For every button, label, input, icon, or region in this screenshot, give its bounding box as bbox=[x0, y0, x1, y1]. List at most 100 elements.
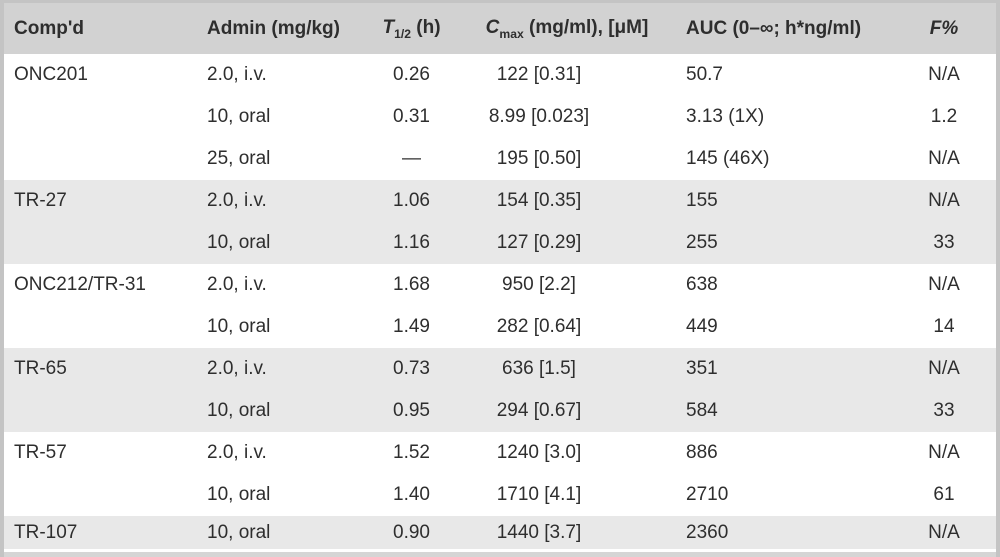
cell-admin: 2.0, i.v. bbox=[207, 358, 267, 379]
cell-cmax: 154 [0.35] bbox=[496, 190, 582, 211]
cell-cmax: 127 [0.29] bbox=[496, 232, 582, 253]
cell-f: N/A bbox=[928, 64, 960, 85]
cell-auc: 886 bbox=[686, 442, 718, 463]
cell-thalf: 0.90 bbox=[393, 521, 430, 543]
cell-f: N/A bbox=[928, 190, 960, 211]
cell-compound bbox=[4, 96, 201, 138]
cell-auc: 2360 bbox=[686, 521, 729, 543]
column-header-label: Comp'd bbox=[14, 17, 84, 39]
cell-cmax: 122 [0.31] bbox=[496, 64, 582, 85]
cell-compound: TR-65 bbox=[14, 358, 67, 379]
table-row: TR-27 2.0, i.v. 1.06 154 [0.35] 155 N/A bbox=[4, 180, 996, 222]
cell-cmax: 1440 [3.7] bbox=[496, 521, 582, 543]
cell-f: 61 bbox=[933, 484, 955, 505]
cell-thalf: 1.52 bbox=[393, 442, 430, 463]
column-header-admin: Admin (mg/kg) bbox=[201, 3, 369, 54]
bottom-separator bbox=[4, 549, 996, 552]
cell-cmax: 195 [0.50] bbox=[496, 148, 582, 169]
column-header-label: Cmax (mg/ml), [μM] bbox=[485, 16, 649, 42]
column-header-compound: Comp'd bbox=[4, 3, 201, 54]
cell-thalf: 0.26 bbox=[393, 64, 430, 85]
table-row: TR-57 2.0, i.v. 1.52 1240 [3.0] 886 N/A bbox=[4, 432, 996, 474]
cell-thalf: 1.06 bbox=[393, 190, 430, 211]
cell-cmax: 1240 [3.0] bbox=[496, 442, 582, 463]
cell-f: 33 bbox=[933, 232, 955, 253]
cell-auc: 3.13 (1X) bbox=[686, 106, 765, 127]
table-row: 25, oral — 195 [0.50] 145 (46X) N/A bbox=[4, 138, 996, 180]
cell-thalf: — bbox=[402, 148, 421, 169]
cell-admin: 2.0, i.v. bbox=[207, 442, 267, 463]
table-row: TR-107 10, oral 0.90 1440 [3.7] 2360 N/A bbox=[4, 516, 996, 549]
cell-admin: 25, oral bbox=[207, 148, 271, 169]
cell-f: N/A bbox=[928, 274, 960, 295]
column-header-label: AUC (0–∞; h*ng/ml) bbox=[686, 17, 862, 39]
table-row: TR-65 2.0, i.v. 0.73 636 [1.5] 351 N/A bbox=[4, 348, 996, 390]
cell-compound: TR-57 bbox=[14, 442, 67, 463]
table-row: 10, oral 0.95 294 [0.67] 584 33 bbox=[4, 390, 996, 432]
cell-cmax: 1710 [4.1] bbox=[496, 484, 582, 505]
cell-compound bbox=[4, 390, 201, 432]
cell-thalf: 0.73 bbox=[393, 358, 430, 379]
cell-admin: 10, oral bbox=[207, 316, 271, 337]
cell-f: N/A bbox=[928, 358, 960, 379]
cell-admin: 2.0, i.v. bbox=[207, 274, 267, 295]
column-header-f: F% bbox=[892, 3, 996, 54]
column-header-cmax: Cmax (mg/ml), [μM] bbox=[454, 3, 649, 54]
cell-auc: 638 bbox=[686, 274, 718, 295]
cell-admin: 10, oral bbox=[207, 400, 271, 421]
cell-auc: 584 bbox=[686, 400, 718, 421]
cell-compound bbox=[4, 138, 201, 180]
cell-auc: 145 (46X) bbox=[686, 148, 770, 169]
cell-compound bbox=[4, 474, 201, 516]
table-row: 10, oral 1.49 282 [0.64] 449 14 bbox=[4, 306, 996, 348]
cell-auc: 449 bbox=[686, 316, 718, 337]
cell-admin: 10, oral bbox=[207, 484, 271, 505]
bottom-cropped-strip bbox=[4, 552, 996, 557]
table-row: 10, oral 1.40 1710 [4.1] 2710 61 bbox=[4, 474, 996, 516]
cell-compound: TR-27 bbox=[14, 190, 67, 211]
cell-thalf: 1.49 bbox=[393, 316, 430, 337]
column-header-label: Admin (mg/kg) bbox=[207, 17, 340, 39]
cell-thalf: 1.40 bbox=[393, 484, 430, 505]
cell-thalf: 1.16 bbox=[393, 232, 430, 253]
cell-thalf: 0.31 bbox=[393, 106, 430, 127]
cell-auc: 50.7 bbox=[686, 64, 723, 85]
column-header-thalf: T1/2 (h) bbox=[369, 3, 454, 54]
table-row: ONC212/TR-31 2.0, i.v. 1.68 950 [2.2] 638 N/A bbox=[4, 264, 996, 306]
table-header-row: Comp'd Admin (mg/kg) T1/2 (h) Cmax (mg/ml),… bbox=[4, 3, 996, 54]
cell-f: 1.2 bbox=[930, 106, 958, 127]
cell-f: 14 bbox=[933, 316, 955, 337]
cell-compound: ONC212/TR-31 bbox=[14, 274, 146, 295]
cell-auc: 351 bbox=[686, 358, 718, 379]
column-header-auc: AUC (0–∞; h*ng/ml) bbox=[624, 3, 892, 54]
cell-f: 33 bbox=[933, 400, 955, 421]
cell-compound: TR-107 bbox=[14, 521, 78, 543]
table-row: 10, oral 1.16 127 [0.29] 255 33 bbox=[4, 222, 996, 264]
cell-f: N/A bbox=[928, 442, 960, 463]
column-header-label: F% bbox=[929, 17, 959, 39]
cell-cmax: 636 [1.5] bbox=[502, 358, 576, 379]
table-row: 10, oral 0.31 8.99 [0.023] 3.13 (1X) 1.2 bbox=[4, 96, 996, 138]
cell-compound bbox=[4, 306, 201, 348]
cell-admin: 10, oral bbox=[207, 521, 271, 543]
cell-cmax: 950 [2.2] bbox=[502, 274, 576, 295]
cell-compound bbox=[4, 222, 201, 264]
table-row: ONC201 2.0, i.v. 0.26 122 [0.31] 50.7 N/A bbox=[4, 54, 996, 96]
cell-admin: 10, oral bbox=[207, 106, 271, 127]
cell-auc: 255 bbox=[686, 232, 718, 253]
cell-admin: 10, oral bbox=[207, 232, 271, 253]
column-header-label: T1/2 (h) bbox=[382, 16, 441, 42]
cell-cmax: 294 [0.67] bbox=[496, 400, 582, 421]
cell-compound: ONC201 bbox=[14, 64, 88, 85]
cell-cmax: 282 [0.64] bbox=[496, 316, 582, 337]
cell-admin: 2.0, i.v. bbox=[207, 64, 267, 85]
cell-thalf: 0.95 bbox=[393, 400, 430, 421]
table-body: ONC201 2.0, i.v. 0.26 122 [0.31] 50.7 N/A 10, … bbox=[4, 54, 996, 549]
cell-cmax: 8.99 [0.023] bbox=[488, 106, 590, 127]
cell-f: N/A bbox=[928, 521, 960, 543]
cell-admin: 2.0, i.v. bbox=[207, 190, 267, 211]
cell-auc: 155 bbox=[686, 190, 718, 211]
cell-thalf: 1.68 bbox=[393, 274, 430, 295]
cell-f: N/A bbox=[928, 148, 960, 169]
